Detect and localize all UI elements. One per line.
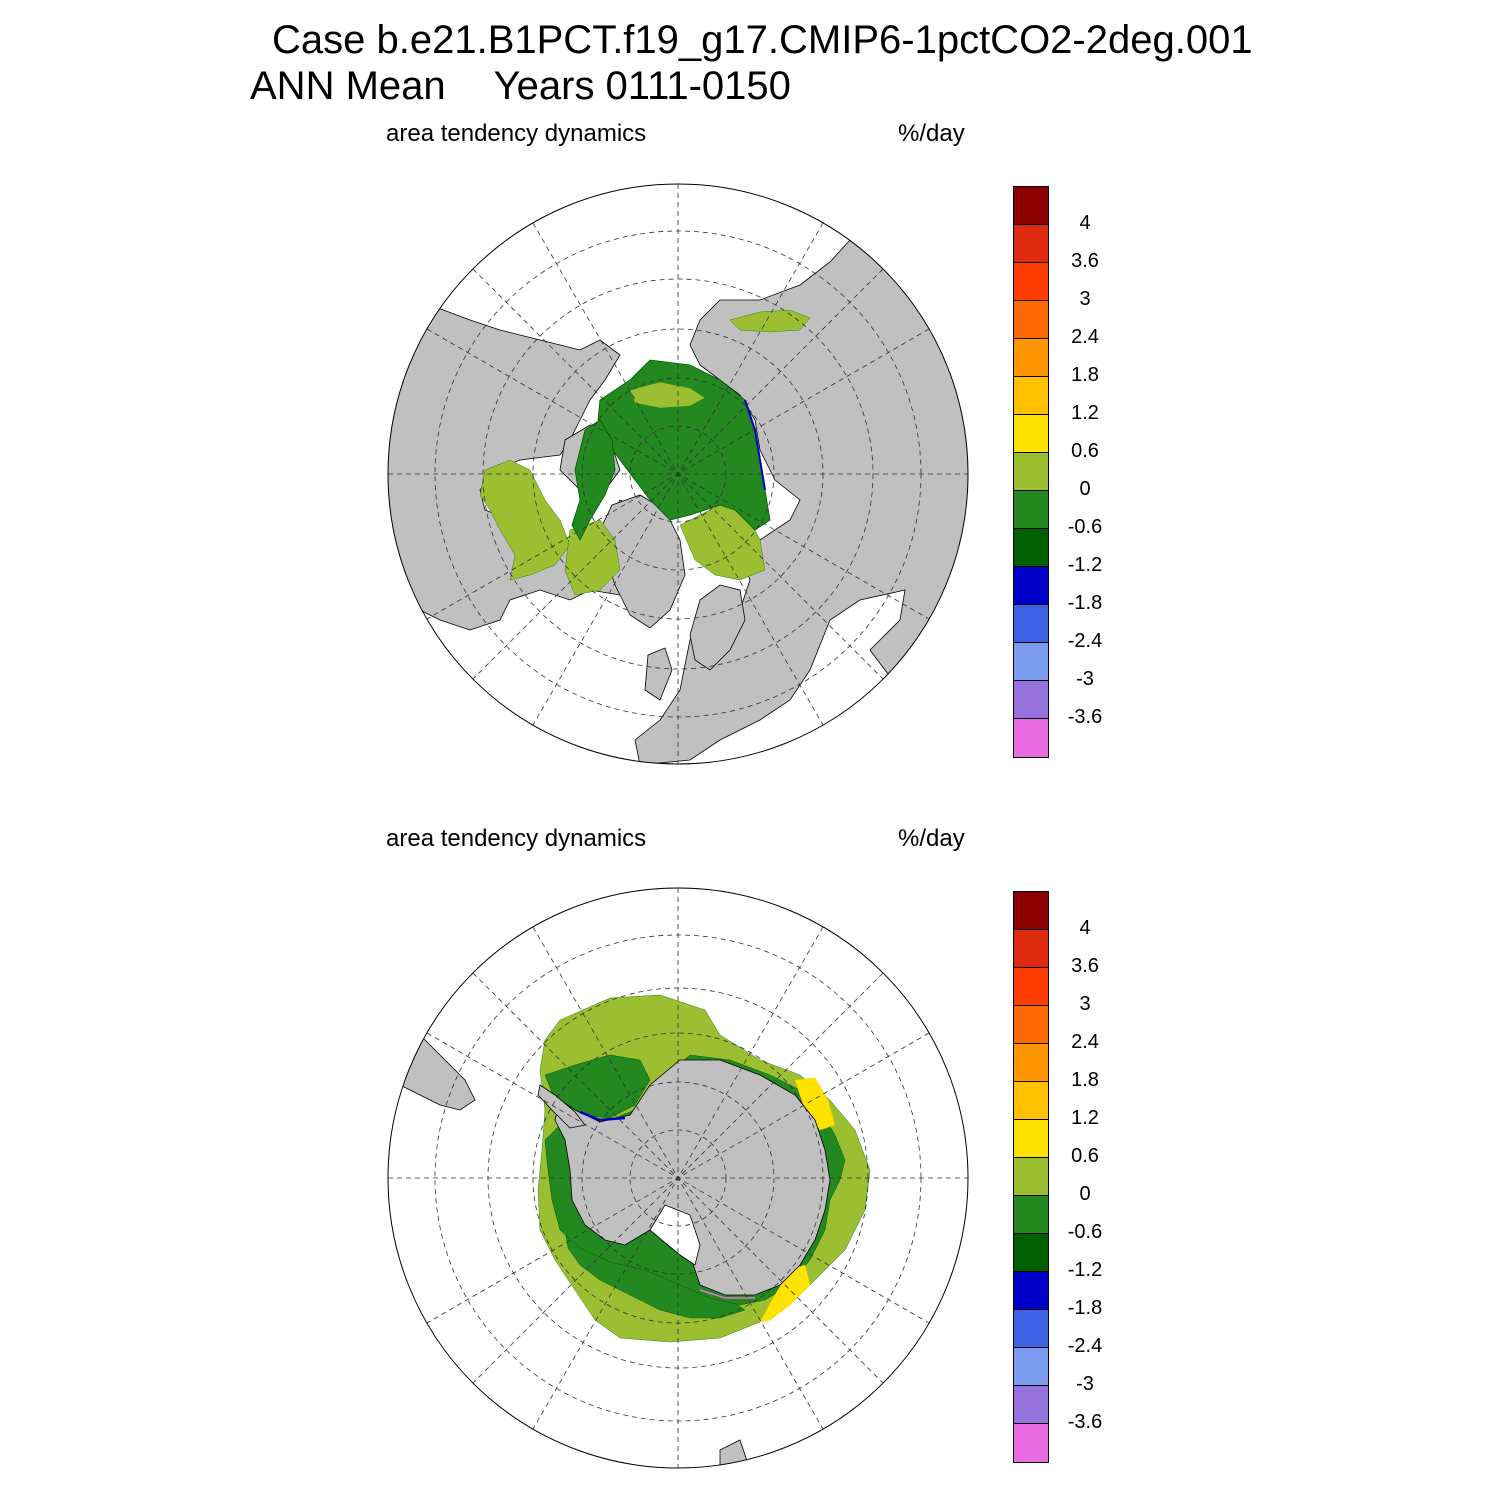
north-ice-light-green-labrador bbox=[564, 519, 621, 596]
colorbar-tick-label: -1.2 bbox=[1067, 554, 1103, 576]
colorbar-segment bbox=[1014, 1272, 1048, 1310]
colorbar-tick-label: -1.8 bbox=[1067, 1297, 1103, 1319]
south-panel-units-label: %/day bbox=[898, 825, 965, 852]
colorbar-tick-label: -3 bbox=[1076, 1373, 1094, 1395]
south-polar-map bbox=[387, 887, 969, 1469]
south-colorbar bbox=[1013, 891, 1049, 1463]
north-colorbar bbox=[1013, 186, 1049, 758]
colorbar-segment bbox=[1014, 187, 1048, 225]
colorbar-segment bbox=[1014, 225, 1048, 263]
colorbar-segment bbox=[1014, 301, 1048, 339]
north-ice-light-green-hudson bbox=[479, 459, 571, 581]
north-ice-blue-edge bbox=[744, 399, 766, 491]
colorbar-segment bbox=[1014, 263, 1048, 301]
colorbar-segment bbox=[1014, 892, 1048, 930]
colorbar-tick-label: 2.4 bbox=[1071, 1031, 1099, 1053]
north-map-border bbox=[387, 183, 969, 765]
north-panel-units-label: %/day bbox=[898, 120, 965, 147]
south-ice-yellow-southeast bbox=[759, 1264, 811, 1323]
colorbar-segment bbox=[1014, 605, 1048, 643]
colorbar-tick-label: 0.6 bbox=[1071, 1145, 1099, 1167]
south-ross-ice-shelf bbox=[649, 1204, 701, 1266]
colorbar-segment bbox=[1014, 491, 1048, 529]
colorbar-tick-label: -3.6 bbox=[1067, 1411, 1103, 1433]
colorbar-tick-label: 1.8 bbox=[1071, 1069, 1099, 1091]
colorbar-segment bbox=[1014, 968, 1048, 1006]
colorbar-tick-label: 1.2 bbox=[1071, 1107, 1099, 1129]
colorbar-segment bbox=[1014, 453, 1048, 491]
colorbar-tick-label: 3.6 bbox=[1071, 955, 1099, 977]
colorbar-tick-label: 1.2 bbox=[1071, 402, 1099, 424]
colorbar-tick-label: 4 bbox=[1079, 917, 1091, 939]
colorbar-tick-label: -0.6 bbox=[1067, 516, 1103, 538]
south-ice-blue-coast bbox=[579, 1110, 626, 1122]
colorbar-tick-label: 4 bbox=[1079, 212, 1091, 234]
north-ice-light-green-beaufort bbox=[629, 381, 706, 409]
north-land-scandinavia bbox=[689, 584, 746, 671]
colorbar-segment bbox=[1014, 643, 1048, 681]
years-label: Years 0111-0150 bbox=[493, 64, 791, 108]
colorbar-segment bbox=[1014, 1310, 1048, 1348]
south-ice-violet-coast bbox=[699, 1289, 755, 1299]
colorbar-segment bbox=[1014, 1082, 1048, 1120]
colorbar-tick-label: 3.6 bbox=[1071, 250, 1099, 272]
figure-title-case: Case b.e21.B1PCT.f19_g17.CMIP6-1pctCO2-2… bbox=[272, 18, 1253, 62]
colorbar-segment bbox=[1014, 529, 1048, 567]
colorbar-segment bbox=[1014, 1120, 1048, 1158]
north-panel-variable-label: area tendency dynamics bbox=[386, 120, 647, 147]
south-map-border bbox=[387, 887, 969, 1469]
colorbar-segment bbox=[1014, 930, 1048, 968]
colorbar-segment bbox=[1014, 681, 1048, 719]
colorbar-segment bbox=[1014, 1348, 1048, 1386]
colorbar-segment bbox=[1014, 1196, 1048, 1234]
season-label: ANN Mean bbox=[250, 64, 446, 108]
colorbar-tick-label: 1.8 bbox=[1071, 364, 1099, 386]
colorbar-tick-label: -2.4 bbox=[1067, 1335, 1103, 1357]
colorbar-tick-label: 0 bbox=[1079, 1183, 1091, 1205]
north-ice-light-green-okhotsk bbox=[729, 309, 811, 333]
colorbar-tick-label: 0 bbox=[1079, 478, 1091, 500]
colorbar-segment bbox=[1014, 415, 1048, 453]
south-graticule bbox=[388, 888, 968, 1468]
colorbar-tick-label: -2.4 bbox=[1067, 630, 1103, 652]
south-land-antarctic-peninsula bbox=[537, 1084, 586, 1129]
colorbar-segment bbox=[1014, 1006, 1048, 1044]
colorbar-tick-label: 2.4 bbox=[1071, 326, 1099, 348]
colorbar-segment bbox=[1014, 1158, 1048, 1196]
south-panel-variable-label: area tendency dynamics bbox=[386, 825, 647, 852]
colorbar-segment bbox=[1014, 1044, 1048, 1082]
north-graticule bbox=[388, 184, 968, 764]
colorbar-segment bbox=[1014, 567, 1048, 605]
north-polar-map bbox=[387, 183, 969, 765]
colorbar-tick-label: 3 bbox=[1079, 993, 1091, 1015]
colorbar-tick-label: 0.6 bbox=[1071, 440, 1099, 462]
colorbar-segment bbox=[1014, 1386, 1048, 1424]
colorbar-segment bbox=[1014, 339, 1048, 377]
colorbar-segment bbox=[1014, 719, 1048, 757]
colorbar-segment bbox=[1014, 1424, 1048, 1462]
colorbar-tick-label: -1.2 bbox=[1067, 1259, 1103, 1281]
colorbar-tick-label: -3 bbox=[1076, 668, 1094, 690]
colorbar-tick-label: -1.8 bbox=[1067, 592, 1103, 614]
colorbar-tick-label: -0.6 bbox=[1067, 1221, 1103, 1243]
figure-title-period: ANN Mean Years 0111-0150 bbox=[250, 64, 791, 109]
colorbar-tick-label: 3 bbox=[1079, 288, 1091, 310]
north-land-uk bbox=[644, 647, 673, 701]
colorbar-segment bbox=[1014, 1234, 1048, 1272]
colorbar-tick-label: -3.6 bbox=[1067, 706, 1103, 728]
colorbar-segment bbox=[1014, 377, 1048, 415]
